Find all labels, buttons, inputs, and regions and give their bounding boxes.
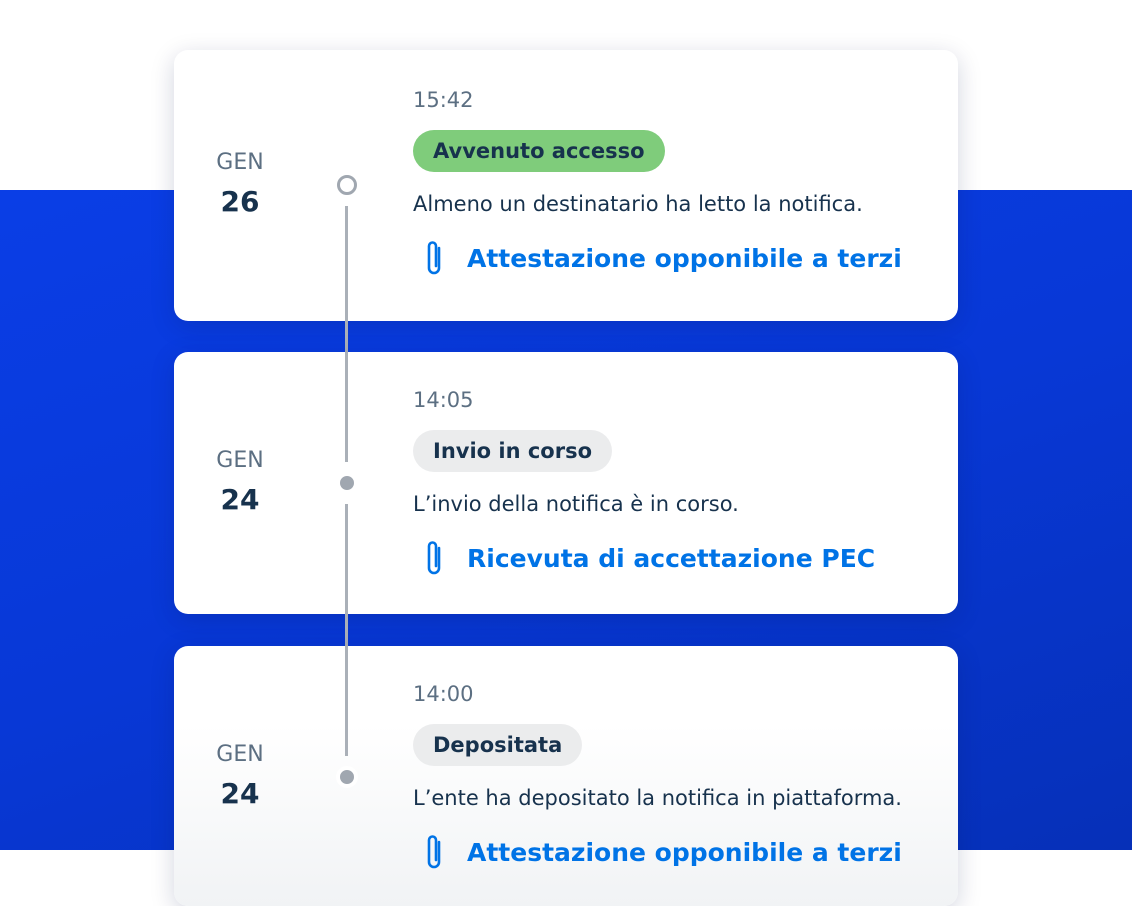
status-badge: Avvenuto accesso bbox=[413, 130, 665, 172]
event-month: GEN bbox=[216, 742, 264, 767]
status-badge: Depositata bbox=[413, 724, 583, 766]
timeline-card-2: GEN 24 14:05 Invio in corso L’invio dell… bbox=[174, 352, 958, 614]
event-day: 26 bbox=[220, 185, 260, 218]
timeline-dot bbox=[336, 766, 358, 788]
paperclip-icon bbox=[427, 541, 441, 575]
attachment-link[interactable]: Ricevuta di accettazione PEC bbox=[413, 538, 875, 578]
event-date: GEN 24 bbox=[174, 448, 306, 516]
event-description: L’ente ha depositato la notifica in piat… bbox=[413, 786, 902, 810]
attachment-link[interactable]: Attestazione opponibile a terzi bbox=[413, 832, 902, 872]
event-time: 14:00 bbox=[413, 682, 474, 706]
timeline-line bbox=[345, 504, 348, 614]
event-description: Almeno un destinatario ha letto la notif… bbox=[413, 192, 863, 216]
paperclip-icon bbox=[427, 241, 441, 275]
event-day: 24 bbox=[220, 483, 260, 516]
timeline-card-1: GEN 26 15:42 Avvenuto accesso Almeno un … bbox=[174, 50, 958, 321]
attachment-label: Attestazione opponibile a terzi bbox=[467, 243, 902, 273]
attachment-link[interactable]: Attestazione opponibile a terzi bbox=[413, 238, 902, 278]
attachment-label: Ricevuta di accettazione PEC bbox=[467, 543, 876, 573]
timeline-line bbox=[345, 352, 348, 462]
event-time: 14:05 bbox=[413, 388, 474, 412]
event-date: GEN 26 bbox=[174, 150, 306, 218]
timeline-dot-current bbox=[337, 175, 357, 195]
event-month: GEN bbox=[216, 448, 264, 473]
event-description: L’invio della notifica è in corso. bbox=[413, 492, 739, 516]
timeline-line bbox=[345, 646, 348, 756]
timeline-line bbox=[345, 614, 348, 646]
event-time: 15:42 bbox=[413, 88, 474, 112]
timeline-line bbox=[345, 206, 348, 321]
event-month: GEN bbox=[216, 150, 264, 175]
event-day: 24 bbox=[220, 777, 260, 810]
timeline-card-3: GEN 24 14:00 Depositata L’ente ha deposi… bbox=[174, 646, 958, 906]
attachment-label: Attestazione opponibile a terzi bbox=[467, 837, 902, 867]
event-date: GEN 24 bbox=[174, 742, 306, 810]
status-badge: Invio in corso bbox=[413, 430, 613, 472]
timeline-line bbox=[345, 321, 348, 352]
timeline-dot bbox=[336, 472, 358, 494]
paperclip-icon bbox=[427, 835, 441, 869]
